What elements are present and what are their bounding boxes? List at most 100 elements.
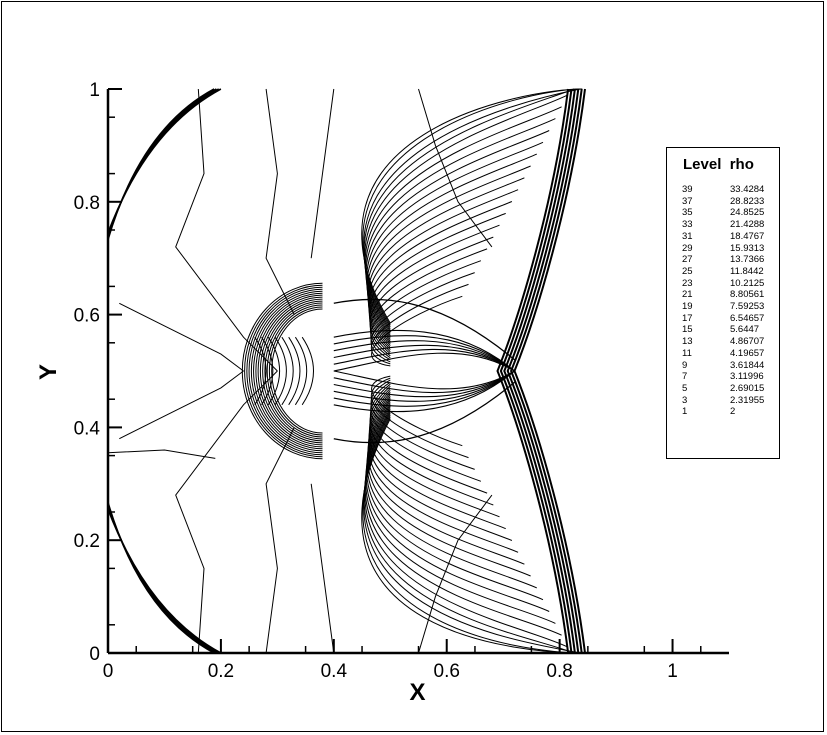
density-contour-lower [367, 393, 519, 553]
density-contour-lower [370, 379, 475, 470]
shock-arc-upper [107, 88, 215, 240]
density-contour-upper [367, 189, 519, 349]
density-contour-lower [363, 414, 581, 654]
jet-contour-upper [333, 348, 515, 372]
bubble-ring [248, 288, 323, 454]
outer-contour [310, 88, 335, 259]
shock-arc-lower [107, 502, 215, 654]
x-tick-label: 1 [667, 661, 678, 682]
bow-shock [496, 88, 570, 654]
jet-contour-lower [333, 370, 515, 398]
y-tick-label: 1 [89, 80, 100, 101]
legend-value: 7.59253 [730, 301, 765, 312]
outer-contour [107, 449, 216, 459]
density-contour-lower [365, 404, 550, 612]
outer-contour [175, 88, 278, 372]
outer-contour [310, 483, 335, 654]
y-tick-label: 0.8 [74, 193, 100, 214]
legend-value: 13.7366 [730, 254, 765, 266]
bubble-ring [264, 302, 323, 440]
legend-level: 31 [682, 230, 693, 242]
legend-level: 21 [682, 289, 693, 301]
density-contour-lower [369, 385, 494, 506]
jet-contour-lower [333, 370, 515, 413]
legend-level: 35 [682, 207, 693, 219]
jet-lobe-upper [333, 298, 515, 361]
bubble-inner [288, 336, 301, 406]
legend-level: 17 [682, 312, 693, 324]
legend-level: 11 [682, 347, 692, 359]
legend-value: 6.54657 [730, 312, 765, 324]
legend-level: 19 [682, 301, 693, 312]
legend-value: 3.11996 [730, 371, 764, 383]
density-contour-lower [369, 387, 500, 518]
legend-level: 5 [682, 382, 688, 394]
legend-value: 4.19657 [730, 347, 765, 359]
shock-arc-upper [107, 88, 222, 234]
density-contour-upper [370, 272, 475, 363]
outer-contour [265, 427, 295, 654]
legend-level: 25 [682, 265, 693, 277]
legend-level: 3 [682, 394, 688, 406]
legend-value: 8.80561 [730, 289, 765, 301]
density-contour-lower [363, 412, 575, 654]
axes [106, 88, 729, 655]
legend-value: 28.8233 [730, 195, 765, 207]
bubble-ring [244, 284, 323, 458]
bubble-inner [301, 336, 314, 406]
jet-contour-upper [333, 335, 515, 372]
density-contour-upper [368, 212, 506, 353]
y-tick-label: 0 [89, 644, 100, 665]
contour-lines [107, 88, 586, 654]
density-contour-lower [367, 396, 525, 565]
density-contour-lower [361, 418, 583, 654]
bubble-ring [250, 290, 323, 452]
legend-value: 11.8442 [730, 265, 764, 277]
legend-value: 24.8525 [730, 207, 765, 219]
jet-lobe-lower [333, 381, 515, 444]
jet-contour-lower [333, 370, 515, 407]
legend-value: 2.31955 [730, 394, 765, 406]
bubble-ring [266, 304, 323, 438]
density-contour-upper [367, 177, 525, 346]
legend: Level rho 39 33.4284 37 28.8233 35 24.8525 33 2… [666, 147, 780, 459]
legend-title: Level rho [683, 156, 754, 173]
density-contour-lower [366, 400, 538, 589]
jet-contour-upper [333, 329, 515, 372]
density-contour-lower [368, 391, 513, 541]
legend-level: 29 [682, 242, 693, 254]
bubble-inner [281, 336, 294, 406]
bubble-ring [255, 294, 323, 448]
bubble-ring [253, 292, 323, 450]
legend-value: 15.9313 [730, 242, 765, 254]
y-axis-title: Y [35, 364, 62, 380]
density-contour-lower [365, 406, 556, 624]
legend-level: 9 [682, 359, 688, 371]
bubble-ring [262, 300, 323, 442]
density-contour-lower [370, 381, 482, 482]
outer-contour [175, 370, 278, 654]
density-contour-upper [361, 88, 583, 324]
legend-level: 39 [682, 184, 693, 195]
legend-level: 37 [682, 195, 693, 207]
bow-shock [499, 88, 573, 654]
jet-contour-upper [333, 344, 515, 372]
bubble-ring [241, 282, 323, 460]
outer-contour [119, 370, 244, 440]
outer-contour [418, 88, 493, 248]
bubble-ring [257, 296, 323, 446]
bubble-inner [254, 336, 267, 406]
legend-value: 21.4288 [730, 219, 765, 231]
bubble-ring [259, 298, 323, 444]
density-contour-lower [368, 389, 506, 530]
bubble-inner [261, 336, 274, 406]
legend-level: 33 [682, 219, 693, 231]
x-tick-labels: 0 0.2 0.4 0.6 0.8 1 [103, 661, 678, 682]
legend-value: 2.69015 [730, 382, 765, 394]
y-tick-labels: 0 0.2 0.4 0.6 0.8 1 [74, 80, 101, 665]
y-tick-label: 0.4 [74, 418, 101, 439]
density-contour-upper [365, 130, 550, 338]
bubble-ring [246, 286, 323, 456]
outer-contour [119, 302, 244, 372]
